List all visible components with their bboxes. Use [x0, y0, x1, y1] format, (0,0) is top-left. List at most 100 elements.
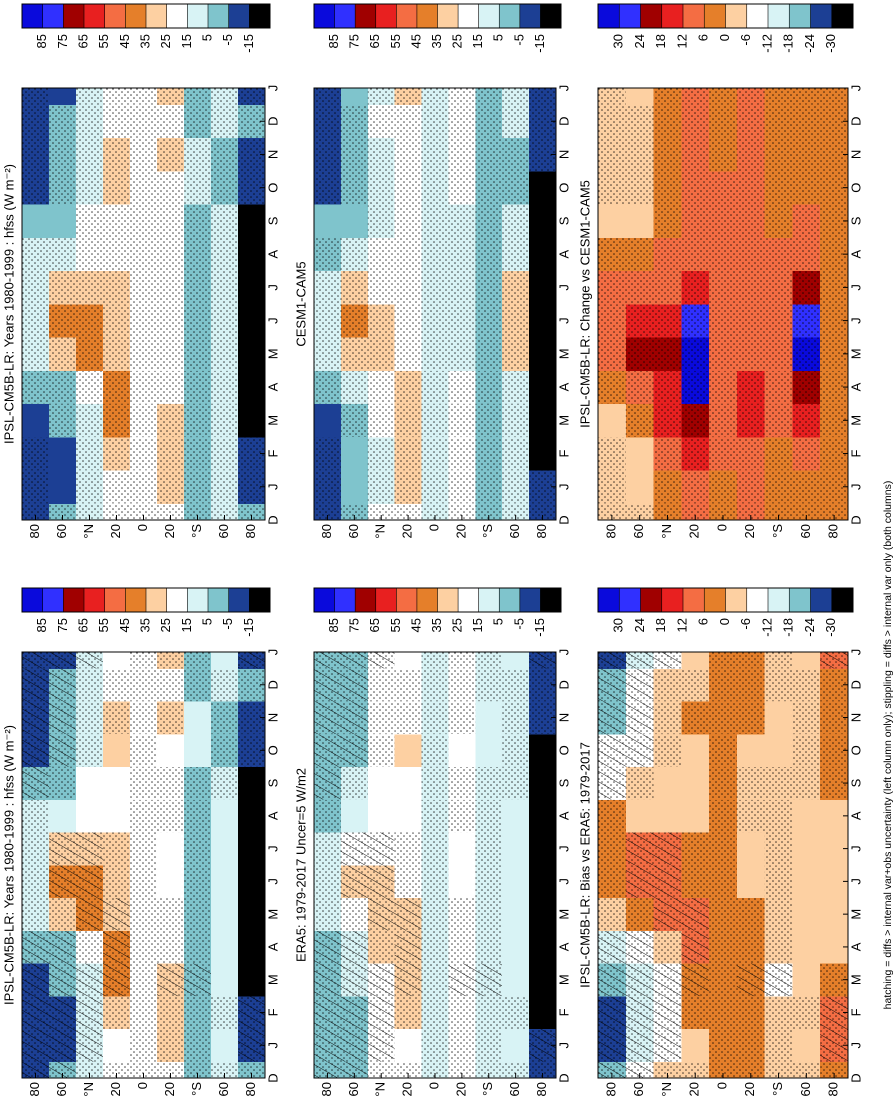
colorbar-label: 18: [653, 618, 668, 632]
stipple: [681, 503, 710, 520]
stipple: [22, 237, 49, 271]
x-tick-label: M: [265, 909, 280, 920]
x-tick-label: J: [848, 878, 863, 885]
hatching: [598, 733, 626, 767]
stipple: [22, 503, 49, 520]
y-tick-label: 20: [742, 524, 757, 538]
colorbar-label: -5: [511, 618, 526, 630]
stipple: [157, 304, 184, 338]
colorbar-label: 0: [717, 618, 732, 625]
colorbar-block: [355, 4, 377, 28]
stipple: [211, 104, 238, 138]
stipple: [792, 436, 821, 471]
stipple: [764, 304, 793, 338]
x-tick-label: D: [265, 515, 280, 524]
stipple: [340, 337, 368, 371]
hatching: [625, 668, 654, 702]
stipple: [76, 436, 103, 471]
stipple: [103, 337, 130, 371]
colorbar-label: 15: [470, 34, 485, 48]
stipple: [448, 137, 476, 172]
hatching: [76, 652, 103, 669]
colorbar-block: [437, 588, 459, 612]
x-tick-label: A: [556, 942, 571, 951]
hatching: [49, 652, 76, 669]
hatching: [314, 766, 341, 800]
stipple: [709, 337, 737, 371]
hatching: [340, 1028, 368, 1062]
hatching: [314, 963, 341, 997]
colorbar-label: 85: [34, 34, 49, 48]
stipple: [475, 304, 503, 338]
stipple: [475, 996, 503, 1029]
stipple: [49, 370, 76, 404]
stipple: [653, 337, 682, 371]
colorbar-block: [166, 588, 188, 612]
cell: [736, 865, 766, 899]
x-tick-label: J: [265, 649, 280, 656]
y-tick-label: 0: [426, 524, 441, 531]
colorbar-label: 35: [137, 618, 152, 632]
stipple: [394, 1061, 422, 1078]
stipple: [421, 897, 449, 931]
stipple: [421, 832, 449, 865]
stipple: [76, 1061, 103, 1078]
stipple: [49, 766, 76, 800]
stipple: [76, 701, 103, 734]
colorbar-block: [499, 4, 521, 28]
y-tick-label: 60: [507, 524, 522, 538]
colorbar-label: 65: [75, 34, 90, 48]
stipple: [49, 137, 76, 172]
colorbar-block: [146, 4, 167, 28]
colorbar-block: [22, 588, 43, 612]
stipple: [157, 370, 184, 404]
stipple: [792, 701, 821, 734]
stipple: [314, 503, 341, 520]
stipple: [130, 897, 157, 931]
stipple: [653, 237, 682, 271]
stipple: [238, 1061, 265, 1078]
stipple: [709, 1061, 737, 1078]
stipple: [681, 88, 710, 105]
hatching: [76, 832, 103, 865]
y-tick-label: °S: [480, 524, 495, 538]
colorbar-block: [458, 588, 479, 612]
stipple: [625, 403, 654, 437]
y-tick-label: 60: [798, 1082, 813, 1096]
y-tick-label: 60: [216, 524, 231, 538]
cell: [448, 832, 476, 866]
colorbar-label: 35: [429, 34, 444, 48]
stipple: [367, 171, 395, 205]
hatching: [314, 733, 341, 767]
cell: [653, 766, 682, 800]
y-tick-label: °N: [81, 1082, 96, 1097]
stipple: [764, 865, 793, 898]
colorbar-block: [125, 588, 147, 612]
stipple: [736, 470, 765, 504]
colorbar-label: 12: [674, 618, 689, 632]
stipple: [502, 733, 530, 767]
stipple: [475, 370, 503, 404]
x-tick-label: J: [848, 317, 863, 324]
hatching: [22, 733, 49, 767]
colorbar-block: [146, 588, 167, 612]
x-tick-label: S: [556, 216, 571, 225]
stipple: [625, 137, 654, 172]
stipple: [211, 766, 238, 800]
stipple: [764, 832, 793, 865]
colorbar-block: [228, 4, 250, 28]
cell: [736, 832, 766, 866]
x-tick-label: J: [848, 1042, 863, 1049]
y-tick-label: 80: [603, 1082, 618, 1096]
stipple: [736, 996, 765, 1029]
cell: [681, 1028, 710, 1063]
stipple: [764, 104, 793, 138]
colorbar-label: 5: [491, 618, 506, 625]
colorbar-label: -12: [759, 34, 774, 53]
x-tick-label: J: [265, 878, 280, 885]
stipple: [598, 832, 626, 865]
stipple: [314, 104, 341, 138]
stipple: [157, 652, 184, 669]
stipple: [709, 270, 737, 304]
stipple: [421, 337, 449, 371]
